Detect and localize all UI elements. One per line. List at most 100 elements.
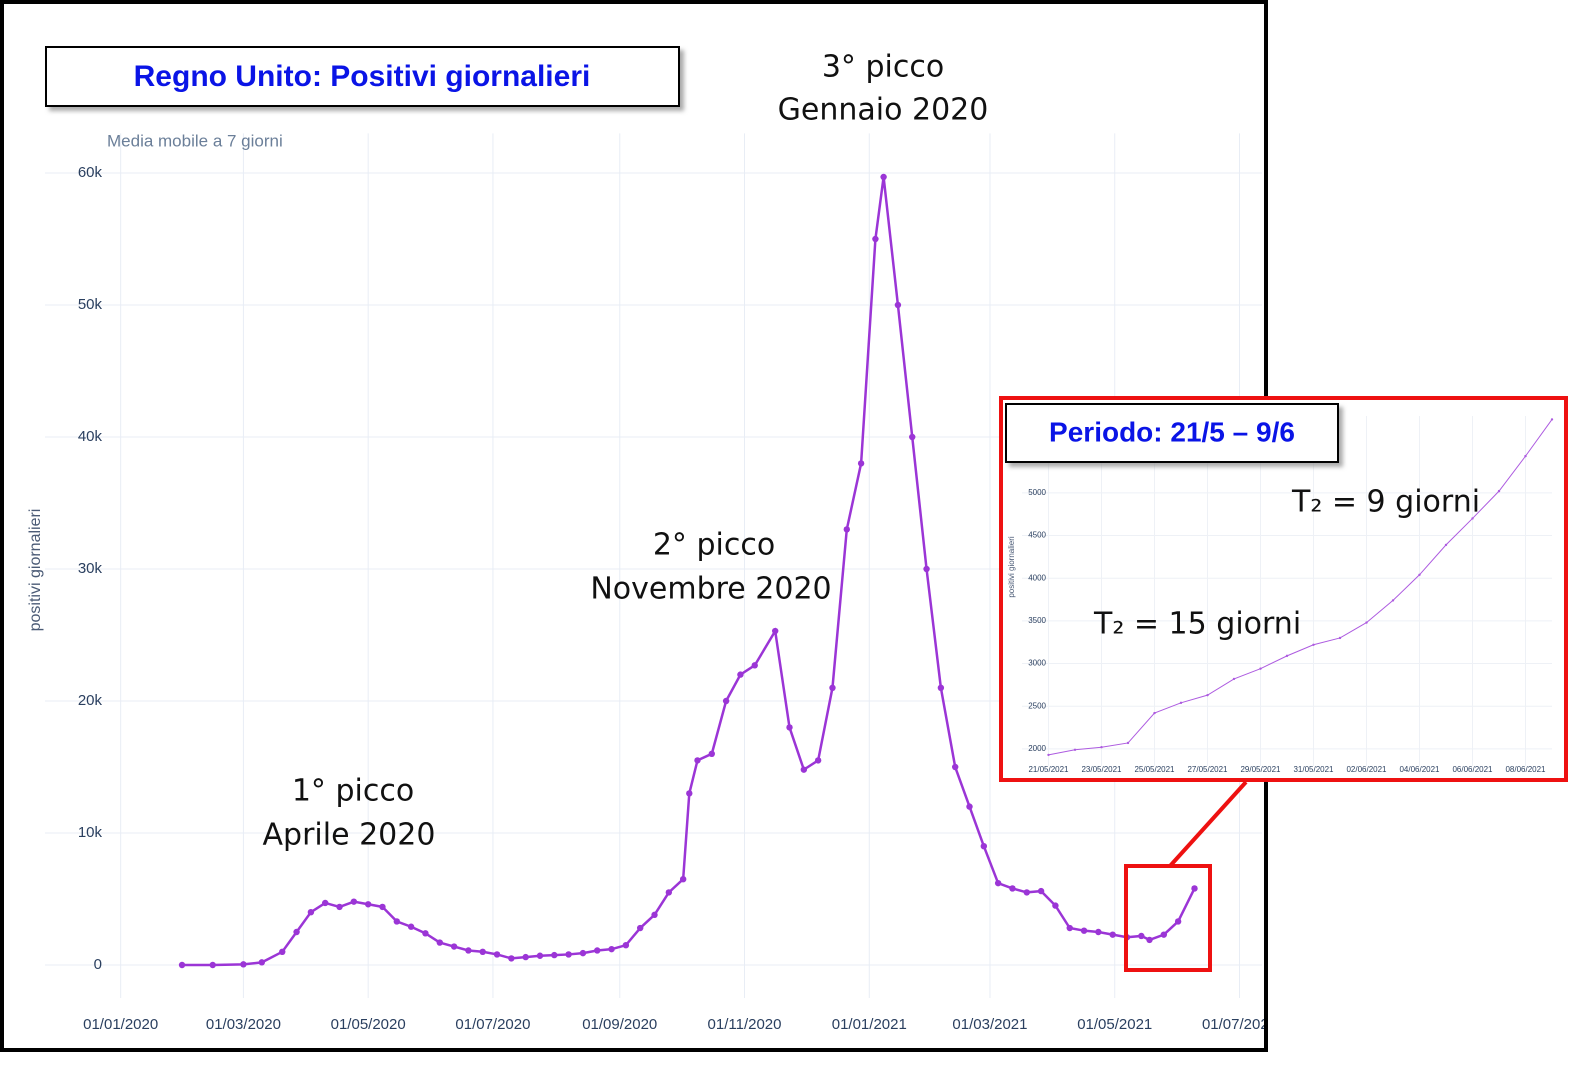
data-point — [1285, 654, 1289, 658]
data-point — [722, 697, 730, 705]
title-box — [45, 46, 680, 107]
data-point — [1550, 418, 1554, 421]
annotation: Gennaio 2020 — [778, 93, 989, 128]
x-tick-label: 02/06/2021 — [1346, 765, 1387, 774]
subtitle: Media mobile a 7 giorni — [107, 131, 283, 150]
x-tick-label: 01/05/2020 — [331, 1016, 406, 1033]
inset-title-box — [1005, 403, 1339, 463]
data-point — [1206, 693, 1209, 697]
x-tick-label: 01/01/2020 — [83, 1016, 158, 1033]
y-tick-label: 4000 — [1028, 573, 1046, 582]
x-tick-label: 01/07/2020 — [455, 1016, 530, 1033]
annotation: Novembre 2020 — [590, 572, 831, 607]
x-tick-label: 01/11/2020 — [708, 1016, 782, 1033]
data-point — [1073, 748, 1077, 751]
data-point — [1232, 677, 1236, 681]
data-point — [708, 750, 715, 757]
data-point — [1109, 931, 1116, 938]
data-point — [1095, 928, 1102, 936]
data-point — [751, 662, 758, 669]
data-point — [1160, 931, 1168, 938]
data-point — [1259, 667, 1262, 670]
data-point — [951, 763, 959, 771]
x-tick-label: 01/03/2020 — [206, 1016, 281, 1033]
inset-title: Periodo: 21/5 – 9/6 — [1049, 416, 1295, 447]
x-tick-label: 01/09/2020 — [582, 1016, 657, 1033]
data-point — [1066, 924, 1073, 932]
data-point — [923, 565, 930, 573]
data-point — [293, 928, 300, 936]
data-point — [894, 301, 902, 309]
data-point — [536, 952, 544, 959]
data-point — [1471, 517, 1474, 520]
data-point — [565, 951, 572, 958]
y-tick-label: 30k — [78, 560, 103, 577]
y-tick-label: 4500 — [1028, 531, 1046, 540]
data-point — [1174, 918, 1182, 925]
x-tick-label: 21/05/2021 — [1028, 765, 1069, 774]
data-point — [436, 939, 443, 946]
data-point — [522, 953, 529, 961]
data-point — [336, 903, 343, 911]
inset-chart: 21/05/2021 23/05/2021 25/05/2021 27/05/2021… — [1022, 416, 1554, 774]
data-point — [800, 766, 808, 773]
data-point — [686, 790, 693, 797]
y-tick-label: 2000 — [1028, 744, 1046, 753]
data-point — [1023, 889, 1030, 896]
y-tick-label: 40k — [78, 428, 103, 445]
y-tick-label: 3500 — [1028, 616, 1046, 625]
data-point — [465, 947, 472, 954]
data-point — [379, 903, 386, 911]
y-tick-label: 0 — [94, 956, 102, 973]
y-tick-label: 3000 — [1028, 659, 1046, 668]
data-point — [1100, 746, 1103, 749]
data-point — [665, 889, 673, 896]
data-point — [1497, 489, 1501, 493]
x-tick-label: 23/05/2021 — [1081, 765, 1122, 774]
data-point — [1009, 885, 1016, 892]
inset-y-axis-label: positivi giornalieri — [1007, 536, 1016, 598]
chart-title: Regno Unito: Positivi giornalieri — [134, 60, 591, 93]
y-tick-label: 50k — [78, 296, 103, 313]
data-point — [322, 899, 329, 907]
data-point — [258, 959, 266, 966]
data-point — [551, 951, 558, 959]
data-point — [350, 898, 358, 905]
data-point — [1338, 636, 1342, 640]
data-point — [843, 526, 850, 533]
y-axis-label: positivi giornalieri — [27, 509, 44, 632]
data-point — [508, 955, 515, 962]
data-point — [1080, 927, 1088, 934]
data-point — [1365, 621, 1368, 624]
data-point — [1191, 885, 1198, 892]
data-point — [937, 684, 945, 691]
x-tick-label: 27/05/2021 — [1187, 765, 1228, 774]
y-tick-label: 5000 — [1028, 488, 1046, 497]
data-point — [786, 724, 793, 731]
data-point — [1146, 936, 1153, 944]
x-tick-label: 29/05/2021 — [1240, 765, 1281, 774]
zoom-connector — [1168, 780, 1248, 868]
data-point — [980, 843, 988, 850]
annotation: 3° picco — [822, 50, 944, 85]
data-point — [1126, 741, 1130, 745]
data-point — [1312, 643, 1315, 646]
data-point — [364, 901, 372, 908]
annotation: T₂ = 9 giorni — [1291, 485, 1480, 520]
data-point — [307, 909, 315, 916]
data-point — [209, 961, 216, 969]
data-line — [182, 176, 1196, 967]
annotation: 2° picco — [653, 528, 775, 563]
data-point — [1524, 454, 1527, 458]
data-point — [608, 945, 615, 953]
data-point — [679, 876, 687, 883]
data-point — [651, 911, 658, 919]
data-point — [279, 948, 286, 955]
data-point — [814, 757, 822, 764]
data-point — [829, 684, 836, 691]
x-tick-label: 31/05/2021 — [1293, 765, 1334, 774]
data-point — [637, 924, 644, 932]
data-point — [479, 948, 486, 955]
data-point — [909, 433, 916, 441]
